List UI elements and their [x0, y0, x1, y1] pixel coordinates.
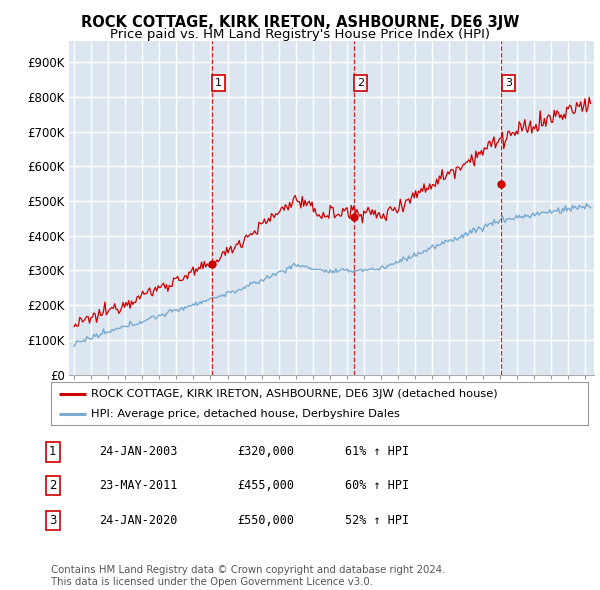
- Text: £550,000: £550,000: [237, 514, 294, 527]
- Text: 3: 3: [505, 78, 512, 88]
- Text: £320,000: £320,000: [237, 445, 294, 458]
- Text: 2: 2: [357, 78, 364, 88]
- Text: 52% ↑ HPI: 52% ↑ HPI: [345, 514, 409, 527]
- Text: 1: 1: [215, 78, 222, 88]
- Text: 1: 1: [49, 445, 56, 458]
- Text: 24-JAN-2020: 24-JAN-2020: [99, 514, 178, 527]
- Text: 61% ↑ HPI: 61% ↑ HPI: [345, 445, 409, 458]
- Text: 3: 3: [49, 514, 56, 527]
- Text: Price paid vs. HM Land Registry's House Price Index (HPI): Price paid vs. HM Land Registry's House …: [110, 28, 490, 41]
- Text: 60% ↑ HPI: 60% ↑ HPI: [345, 479, 409, 492]
- Text: HPI: Average price, detached house, Derbyshire Dales: HPI: Average price, detached house, Derb…: [91, 409, 400, 419]
- Text: 24-JAN-2003: 24-JAN-2003: [99, 445, 178, 458]
- Text: ROCK COTTAGE, KIRK IRETON, ASHBOURNE, DE6 3JW: ROCK COTTAGE, KIRK IRETON, ASHBOURNE, DE…: [81, 15, 519, 30]
- Text: 2: 2: [49, 479, 56, 492]
- Text: £455,000: £455,000: [237, 479, 294, 492]
- Text: Contains HM Land Registry data © Crown copyright and database right 2024.
This d: Contains HM Land Registry data © Crown c…: [51, 565, 445, 587]
- Text: 23-MAY-2011: 23-MAY-2011: [99, 479, 178, 492]
- Text: ROCK COTTAGE, KIRK IRETON, ASHBOURNE, DE6 3JW (detached house): ROCK COTTAGE, KIRK IRETON, ASHBOURNE, DE…: [91, 389, 498, 399]
